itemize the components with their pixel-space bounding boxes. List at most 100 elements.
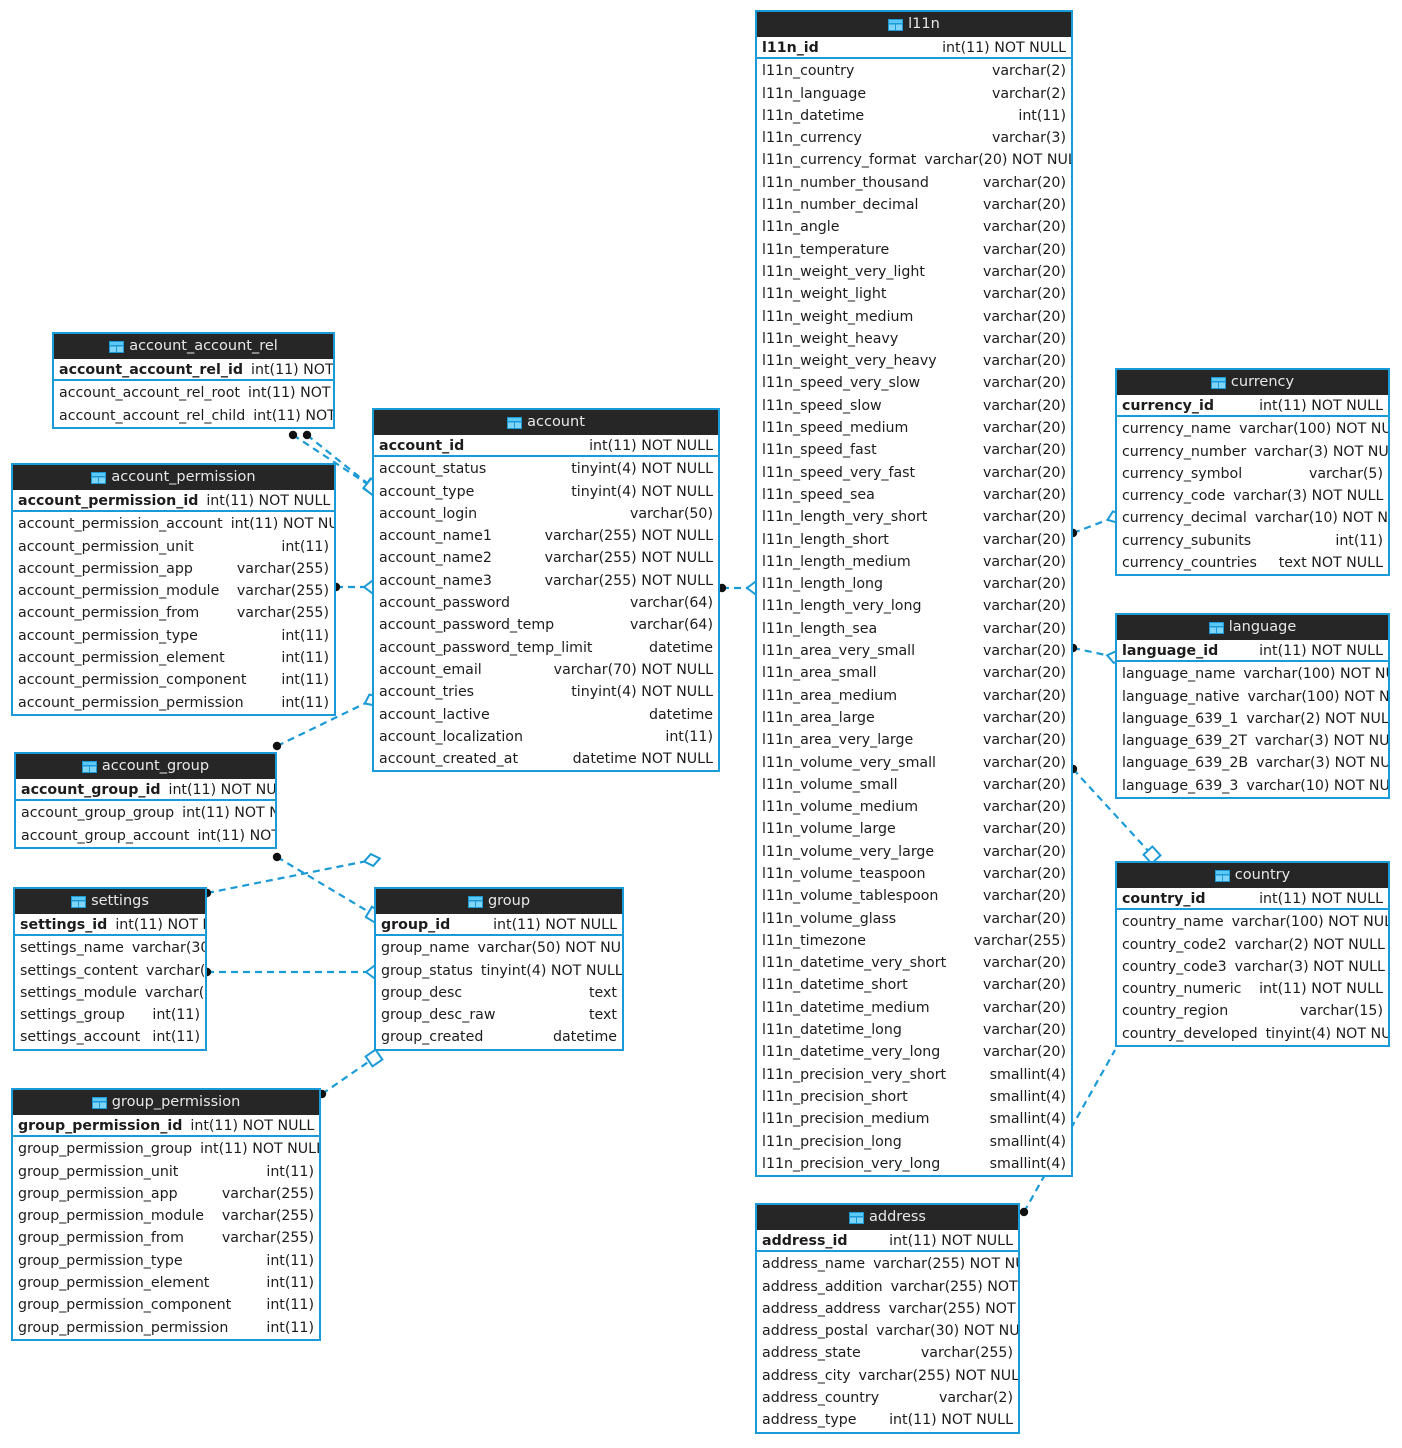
primary-key-row[interactable]: settings_id int(11) NOT NULL [15,914,205,937]
column-row[interactable]: account_name2 varchar(255) NOT NULL [374,547,718,569]
column-row[interactable]: currency_name varchar(100) NOT NULL [1117,418,1388,440]
table-header[interactable]: country [1117,863,1388,888]
column-row[interactable]: address_addition varchar(255) NOT NULL [757,1276,1018,1298]
column-row[interactable]: address_state varchar(255) [757,1342,1018,1364]
column-row[interactable]: address_address varchar(255) NOT NULL [757,1298,1018,1320]
column-row[interactable]: language_name varchar(100) NOT NULL [1117,663,1388,685]
column-row[interactable]: l11n_currency varchar(3) [757,127,1071,149]
table-header[interactable]: group [376,889,622,914]
column-row[interactable]: l11n_weight_medium varchar(20) [757,306,1071,328]
entity-table-account[interactable]: account account_id int(11) NOT NULL account… [372,408,720,773]
column-row[interactable]: account_permission_app varchar(255) [13,558,334,580]
column-row[interactable]: account_account_rel_root int(11) NOT NULL [54,382,333,404]
column-row[interactable]: l11n_precision_medium smallint(4) [757,1108,1071,1130]
primary-key-row[interactable]: l11n_id int(11) NOT NULL [757,37,1071,60]
column-row[interactable]: country_numeric int(11) NOT NULL [1117,978,1388,1000]
column-row[interactable]: l11n_volume_medium varchar(20) [757,796,1071,818]
column-row[interactable]: account_name1 varchar(255) NOT NULL [374,525,718,547]
table-header[interactable]: account_account_rel [54,334,333,359]
column-row[interactable]: account_permission_component int(11) [13,669,334,691]
column-row[interactable]: settings_name varchar(30) [15,937,205,959]
column-row[interactable]: l11n_area_very_large varchar(20) [757,729,1071,751]
column-row[interactable]: l11n_speed_very_slow varchar(20) [757,372,1071,394]
column-row[interactable]: address_city varchar(255) NOT NULL [757,1365,1018,1387]
entity-table-country[interactable]: country country_id int(11) NOT NULL country… [1115,861,1390,1048]
column-row[interactable]: account_permission_element int(11) [13,647,334,669]
column-row[interactable]: group_permission_group int(11) NOT NULL [13,1138,319,1160]
column-row[interactable]: account_permission_module varchar(255) [13,580,334,602]
column-row[interactable]: account_password_temp_limit datetime [374,637,718,659]
column-row[interactable]: group_permission_type int(11) [13,1250,319,1272]
column-row[interactable]: settings_group int(11) [15,1004,205,1026]
column-row[interactable]: country_name varchar(100) NOT NULL [1117,911,1388,933]
entity-table-address[interactable]: address address_id int(11) NOT NULL address… [755,1203,1020,1434]
relation-line-rel-settings-group[interactable] [206,858,373,895]
column-row[interactable]: l11n_length_long varchar(20) [757,573,1071,595]
column-row[interactable]: group_permission_component int(11) [13,1294,319,1316]
column-row[interactable]: l11n_speed_slow varchar(20) [757,395,1071,417]
column-row[interactable]: country_code3 varchar(3) NOT NULL [1117,956,1388,978]
column-row[interactable]: l11n_datetime int(11) [757,105,1071,127]
column-row[interactable]: l11n_precision_long smallint(4) [757,1131,1071,1153]
column-row[interactable]: currency_symbol varchar(5) [1117,463,1388,485]
primary-key-row[interactable]: language_id int(11) NOT NULL [1117,640,1388,663]
table-header[interactable]: account [374,410,718,435]
primary-key-row[interactable]: account_permission_id int(11) NOT NULL [13,490,334,513]
column-row[interactable]: address_postal varchar(30) NOT NULL [757,1320,1018,1342]
column-row[interactable]: l11n_volume_tablespoon varchar(20) [757,885,1071,907]
column-row[interactable]: account_permission_from varchar(255) [13,602,334,624]
primary-key-row[interactable]: group_permission_id int(11) NOT NULL [13,1115,319,1138]
column-row[interactable]: account_created_at datetime NOT NULL [374,748,718,770]
column-row[interactable]: l11n_currency_format varchar(20) NOT NULL [757,149,1071,171]
column-row[interactable]: l11n_area_large varchar(20) [757,707,1071,729]
column-row[interactable]: l11n_datetime_very_long varchar(20) [757,1041,1071,1063]
column-row[interactable]: l11n_speed_sea varchar(20) [757,484,1071,506]
column-row[interactable]: group_permission_module varchar(255) [13,1205,319,1227]
primary-key-row[interactable]: account_group_id int(11) NOT NULL [16,779,275,802]
column-row[interactable]: account_account_rel_child int(11) NOT NUL… [54,405,333,427]
column-row[interactable]: account_login varchar(50) [374,503,718,525]
column-row[interactable]: account_permission_account int(11) NOT NU… [13,513,334,535]
column-row[interactable]: l11n_precision_very_long smallint(4) [757,1153,1071,1175]
column-row[interactable]: l11n_weight_very_light varchar(20) [757,261,1071,283]
entity-table-group[interactable]: group group_id int(11) NOT NULL group_name v… [374,887,624,1051]
column-row[interactable]: currency_code varchar(3) NOT NULL [1117,485,1388,507]
relation-line-rel-acctgroup-group[interactable] [276,856,375,916]
column-row[interactable]: l11n_datetime_medium varchar(20) [757,997,1071,1019]
column-row[interactable]: l11n_speed_very_fast varchar(20) [757,462,1071,484]
entity-table-account_group[interactable]: account_group account_group_id int(11) NOT… [14,752,277,849]
entity-table-l11n[interactable]: l11n l11n_id int(11) NOT NULL l11n_country v… [755,10,1073,1178]
column-row[interactable]: group_desc_raw text [376,1004,622,1026]
table-header[interactable]: account_permission [13,465,334,490]
column-row[interactable]: l11n_length_very_short varchar(20) [757,506,1071,528]
column-row[interactable]: group_created datetime [376,1026,622,1048]
column-row[interactable]: l11n_length_very_long varchar(20) [757,595,1071,617]
column-row[interactable]: l11n_length_medium varchar(20) [757,551,1071,573]
column-row[interactable]: address_type int(11) NOT NULL [757,1409,1018,1431]
column-row[interactable]: settings_content varchar(255) [15,960,205,982]
column-row[interactable]: currency_decimal varchar(10) NOT NULL [1117,507,1388,529]
column-row[interactable]: account_password varchar(64) [374,592,718,614]
column-row[interactable]: l11n_country varchar(2) [757,60,1071,82]
column-row[interactable]: account_tries tinyint(4) NOT NULL [374,681,718,703]
column-row[interactable]: l11n_area_medium varchar(20) [757,685,1071,707]
column-row[interactable]: l11n_volume_very_small varchar(20) [757,752,1071,774]
column-row[interactable]: account_status tinyint(4) NOT NULL [374,458,718,480]
column-row[interactable]: country_developed tinyint(4) NOT NULL [1117,1023,1388,1045]
primary-key-row[interactable]: address_id int(11) NOT NULL [757,1230,1018,1253]
column-row[interactable]: country_code2 varchar(2) NOT NULL [1117,934,1388,956]
column-row[interactable]: account_email varchar(70) NOT NULL [374,659,718,681]
column-row[interactable]: account_group_group int(11) NOT NULL [16,802,275,824]
column-row[interactable]: group_permission_from varchar(255) [13,1227,319,1249]
column-row[interactable]: account_type tinyint(4) NOT NULL [374,481,718,503]
column-row[interactable]: group_name varchar(50) NOT NULL [376,937,622,959]
column-row[interactable]: l11n_number_thousand varchar(20) [757,172,1071,194]
column-row[interactable]: l11n_precision_short smallint(4) [757,1086,1071,1108]
table-header[interactable]: group_permission [13,1090,319,1115]
primary-key-row[interactable]: account_id int(11) NOT NULL [374,435,718,458]
column-row[interactable]: currency_number varchar(3) NOT NULL [1117,441,1388,463]
column-row[interactable]: l11n_volume_glass varchar(20) [757,908,1071,930]
entity-table-account_permission[interactable]: account_permission account_permission_id i… [11,463,336,716]
column-row[interactable]: account_permission_unit int(11) [13,536,334,558]
